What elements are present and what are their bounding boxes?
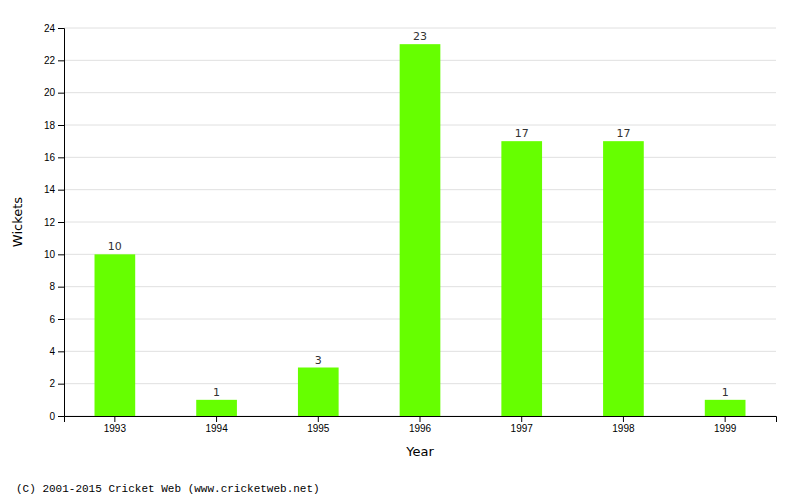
x-tick-label: 1995	[307, 423, 330, 434]
y-tick-mark	[58, 125, 64, 126]
x-axis-line	[65, 417, 777, 423]
y-tick: 8	[49, 281, 64, 292]
x-tick-label: 1999	[714, 423, 737, 434]
y-tick-mark	[58, 351, 64, 352]
y-tick-mark	[58, 157, 64, 158]
chart-svg: 0246810121416182022241993199419951996199…	[0, 0, 800, 500]
y-tick-mark	[58, 190, 64, 191]
y-tick-label: 24	[44, 23, 56, 34]
grid-line	[64, 28, 776, 29]
data-label: 10	[108, 240, 122, 253]
data-label: 17	[515, 127, 529, 140]
bar	[400, 44, 441, 416]
y-tick-label: 20	[44, 87, 56, 98]
y-tick: 16	[44, 152, 64, 163]
bar	[705, 400, 746, 416]
x-tick: 1995	[307, 416, 330, 434]
x-tick-mark	[725, 416, 726, 422]
y-tick: 14	[44, 184, 64, 195]
y-tick-mark	[58, 416, 64, 417]
y-tick-label: 22	[44, 55, 56, 66]
x-tick-mark	[623, 416, 624, 422]
y-tick-label: 14	[44, 184, 56, 195]
data-label: 17	[616, 127, 630, 140]
y-tick-mark	[58, 60, 64, 61]
y-tick-label: 18	[44, 120, 56, 131]
bar	[501, 141, 542, 416]
x-tick: 1997	[511, 416, 534, 434]
y-tick: 22	[44, 55, 64, 66]
y-axis-line	[58, 29, 65, 417]
bar	[298, 368, 339, 417]
y-tick-label: 4	[49, 346, 55, 357]
x-tick-label: 1993	[104, 423, 127, 434]
x-tick-label: 1994	[205, 423, 228, 434]
x-axis-title: Year	[405, 444, 434, 459]
bars	[95, 44, 746, 416]
y-tick-label: 0	[49, 411, 55, 422]
x-axis: 1993 1994 1995 1996 1997 1998 1999	[65, 416, 777, 434]
grid	[64, 28, 776, 416]
data-label: 3	[315, 354, 322, 367]
y-tick-mark	[58, 254, 64, 255]
y-tick: 6	[49, 314, 64, 325]
x-tick: 1996	[409, 416, 432, 434]
x-tick-mark	[114, 416, 115, 422]
y-tick-mark	[58, 287, 64, 288]
y-tick-label: 2	[49, 378, 55, 389]
y-axis: 024681012141618202224	[44, 23, 65, 422]
y-tick: 12	[44, 217, 64, 228]
y-tick-label: 10	[44, 249, 56, 260]
y-tick: 18	[44, 120, 64, 131]
x-tick-label: 1998	[612, 423, 635, 434]
y-tick-label: 8	[49, 281, 55, 292]
y-tick-mark	[58, 384, 64, 385]
y-tick-label: 6	[49, 314, 55, 325]
bar	[196, 400, 237, 416]
y-tick: 24	[44, 23, 64, 34]
y-axis-title: Wickets	[10, 197, 25, 247]
x-tick-mark	[216, 416, 217, 422]
bar	[603, 141, 644, 416]
x-tick: 1994	[205, 416, 228, 434]
y-tick-mark	[58, 319, 64, 320]
footer: (C) 2001-2015 Cricket Web (www.cricketwe…	[16, 483, 320, 495]
x-tick-mark	[521, 416, 522, 422]
x-tick-mark	[318, 416, 319, 422]
y-tick: 20	[44, 87, 64, 98]
y-tick: 10	[44, 249, 64, 260]
data-label: 1	[213, 386, 220, 399]
data-label: 23	[413, 30, 427, 43]
data-label: 1	[722, 386, 729, 399]
y-tick-mark	[58, 222, 64, 223]
y-tick-mark	[58, 28, 64, 29]
x-tick: 1999	[714, 416, 737, 434]
chart-container: 0246810121416182022241993199419951996199…	[0, 0, 800, 500]
x-tick-label: 1997	[511, 423, 534, 434]
bar	[95, 254, 136, 416]
x-tick: 1998	[612, 416, 635, 434]
x-tick-mark	[420, 416, 421, 422]
y-tick-label: 16	[44, 152, 56, 163]
y-tick: 0	[49, 411, 64, 422]
x-tick-label: 1996	[409, 423, 432, 434]
y-tick: 4	[49, 346, 64, 357]
plot-area: 0246810121416182022241993199419951996199…	[44, 23, 777, 434]
y-tick-label: 12	[44, 217, 56, 228]
x-tick: 1993	[104, 416, 127, 434]
y-tick-mark	[58, 93, 64, 94]
data-labels: 10 1 3 23 17 17 1	[108, 30, 729, 399]
y-tick: 2	[49, 378, 64, 389]
